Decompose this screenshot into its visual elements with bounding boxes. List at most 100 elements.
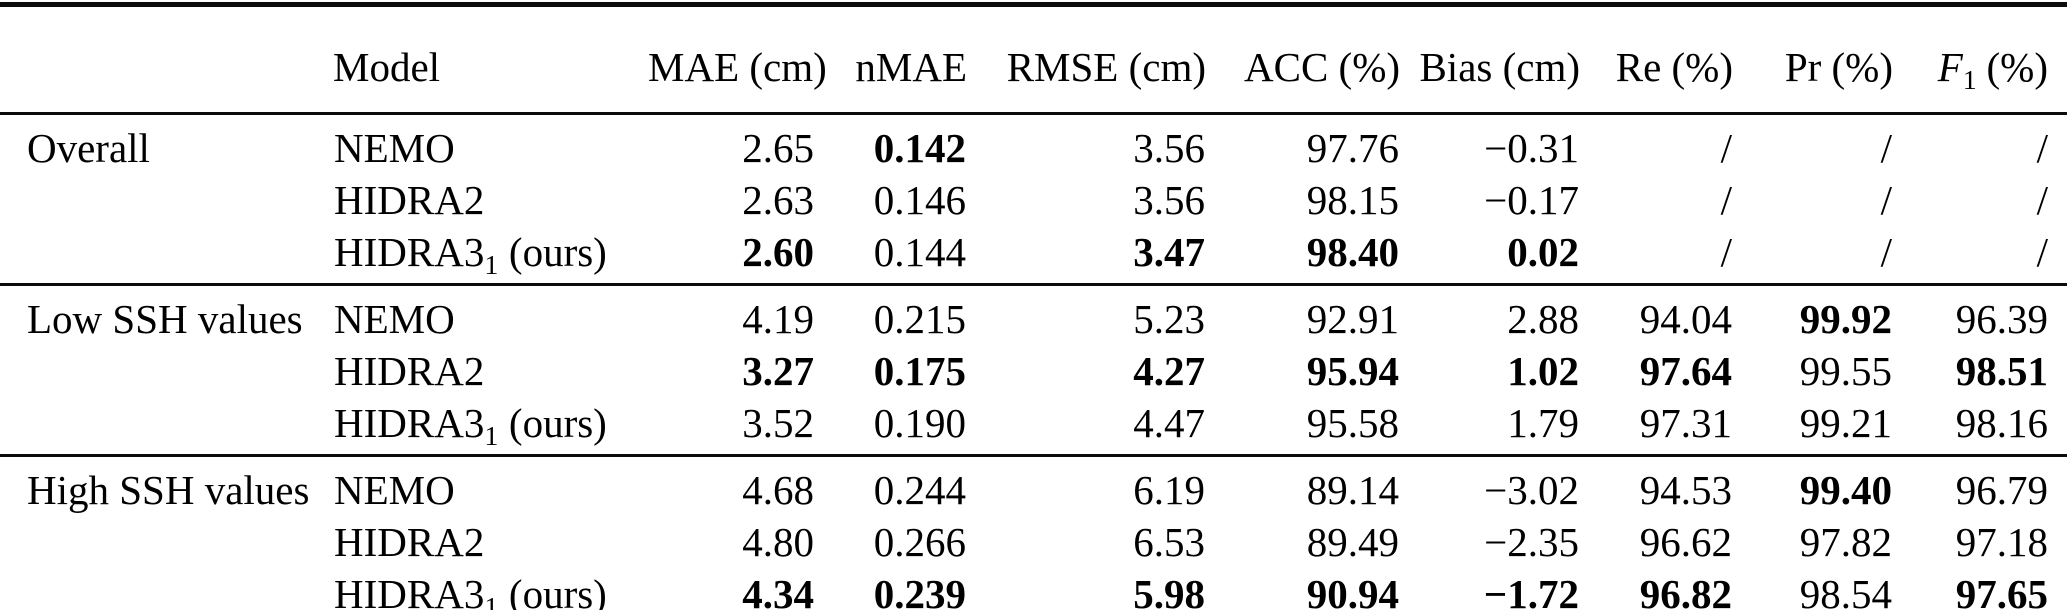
header-category-blank — [0, 5, 333, 114]
header-mae: MAE (cm) — [648, 44, 827, 90]
cell-rmse: 4.27 — [1133, 347, 1205, 394]
group-label-blank — [0, 345, 333, 397]
cell-rmse: 6.19 — [1133, 466, 1205, 513]
cell-nmae: 0.144 — [873, 228, 966, 275]
cell-re: 96.82 — [1639, 570, 1732, 610]
cell-pr: 99.21 — [1799, 399, 1892, 446]
group-label: High SSH values — [27, 466, 310, 513]
cell-bias: −0.17 — [1484, 176, 1579, 223]
model-cell: HIDRA31 (ours) — [333, 568, 648, 610]
cell-bias: 1.02 — [1507, 347, 1579, 394]
cell-rmse: 4.47 — [1133, 399, 1205, 446]
cell-acc: 90.94 — [1306, 570, 1399, 610]
cell-rmse: 3.56 — [1133, 124, 1205, 171]
header-f1: F1 (%) — [1893, 5, 2067, 114]
header-bias: Bias (cm) — [1419, 44, 1580, 90]
cell-mae: 4.80 — [742, 518, 814, 565]
group-label-blank — [0, 568, 333, 610]
cell-f1: 98.16 — [1955, 399, 2048, 446]
model-subscript: 1 — [484, 591, 499, 610]
cell-re: / — [1720, 228, 1732, 275]
table-row: Overall NEMO 2.65 0.142 3.56 97.76 −0.31… — [0, 114, 2067, 175]
header-row: Model MAE (cm) nMAE RMSE (cm) ACC (%) Bi… — [0, 5, 2067, 114]
table-row: HIDRA31 (ours) 3.52 0.190 4.47 95.58 1.79… — [0, 397, 2067, 456]
cell-f1: 96.39 — [1955, 295, 2048, 342]
cell-acc: 89.14 — [1306, 466, 1399, 513]
cell-re: / — [1720, 176, 1732, 223]
cell-bias: 1.79 — [1507, 399, 1579, 446]
header-pr: Pr (%) — [1784, 44, 1893, 90]
model-name: HIDRA3 — [334, 399, 485, 446]
group-label-blank — [0, 397, 333, 456]
cell-re: 94.04 — [1639, 295, 1732, 342]
cell-acc: 97.76 — [1306, 124, 1399, 171]
cell-rmse: 5.23 — [1133, 295, 1205, 342]
cell-re: / — [1720, 124, 1732, 171]
cell-nmae: 0.239 — [873, 570, 966, 610]
model-cell: HIDRA31 (ours) — [333, 226, 648, 285]
model-cell: NEMO — [333, 456, 648, 517]
cell-re: 94.53 — [1639, 466, 1732, 513]
cell-pr: 97.82 — [1799, 518, 1892, 565]
cell-re: 97.64 — [1639, 347, 1732, 394]
cell-pr: 99.92 — [1799, 295, 1892, 342]
group-low-ssh: Low SSH values NEMO 4.19 0.215 5.23 92.9… — [0, 284, 2067, 456]
cell-nmae: 0.215 — [873, 295, 966, 342]
cell-mae: 3.52 — [742, 399, 814, 446]
cell-mae: 4.19 — [742, 295, 814, 342]
model-name: HIDRA3 — [334, 228, 485, 275]
cell-acc: 92.91 — [1306, 295, 1399, 342]
cell-bias: −3.02 — [1484, 466, 1579, 513]
model-name: HIDRA3 — [334, 570, 485, 610]
group-overall: Overall NEMO 2.65 0.142 3.56 97.76 −0.31… — [0, 114, 2067, 285]
group-label-blank — [0, 226, 333, 285]
table-row: HIDRA2 2.63 0.146 3.56 98.15 −0.17 / / / — [0, 174, 2067, 226]
cell-f1: 98.51 — [1955, 347, 2048, 394]
group-label-blank — [0, 516, 333, 568]
cell-nmae: 0.266 — [873, 518, 966, 565]
cell-acc: 98.15 — [1306, 176, 1399, 223]
model-suffix: (ours) — [508, 399, 607, 446]
cell-f1: / — [2036, 176, 2048, 223]
cell-nmae: 0.190 — [873, 399, 966, 446]
table-row: HIDRA31 (ours) 2.60 0.144 3.47 98.40 0.02… — [0, 226, 2067, 285]
cell-f1: / — [2036, 124, 2048, 171]
f1-unit: (%) — [1986, 44, 2048, 90]
header-nmae: nMAE — [855, 44, 967, 90]
cell-f1: 97.65 — [1955, 570, 2048, 610]
cell-pr: / — [1880, 124, 1892, 171]
cell-mae: 2.65 — [742, 124, 814, 171]
group-high-ssh: High SSH values NEMO 4.68 0.244 6.19 89.… — [0, 455, 2067, 610]
model-subscript: 1 — [484, 420, 499, 452]
table-row: High SSH values NEMO 4.68 0.244 6.19 89.… — [0, 456, 2067, 517]
cell-mae: 3.27 — [742, 347, 814, 394]
cell-nmae: 0.146 — [873, 176, 966, 223]
model-name: NEMO — [334, 124, 455, 171]
cell-f1: / — [2036, 228, 2048, 275]
cell-pr: / — [1880, 176, 1892, 223]
cell-nmae: 0.244 — [873, 466, 966, 513]
table-row: Low SSH values NEMO 4.19 0.215 5.23 92.9… — [0, 285, 2067, 346]
model-cell: HIDRA2 — [333, 345, 648, 397]
cell-bias: −1.72 — [1483, 570, 1579, 610]
cell-pr: 99.55 — [1799, 347, 1892, 394]
model-cell: NEMO — [333, 285, 648, 346]
cell-pr: / — [1880, 228, 1892, 275]
model-suffix: (ours) — [508, 570, 607, 610]
group-label-blank — [0, 174, 333, 226]
f1-subscript: 1 — [1962, 64, 1977, 96]
model-cell: HIDRA2 — [333, 516, 648, 568]
header-acc: ACC (%) — [1243, 44, 1400, 90]
table-row: HIDRA2 4.80 0.266 6.53 89.49 −2.35 96.62… — [0, 516, 2067, 568]
cell-re: 97.31 — [1639, 399, 1732, 446]
cell-acc: 98.40 — [1306, 228, 1399, 275]
cell-acc: 95.58 — [1306, 399, 1399, 446]
model-cell: HIDRA31 (ours) — [333, 397, 648, 456]
header-model: Model — [333, 44, 441, 90]
cell-bias: 0.02 — [1507, 228, 1579, 275]
model-suffix: (ours) — [508, 228, 607, 275]
model-cell: HIDRA2 — [333, 174, 648, 226]
cell-pr: 99.40 — [1799, 466, 1892, 513]
